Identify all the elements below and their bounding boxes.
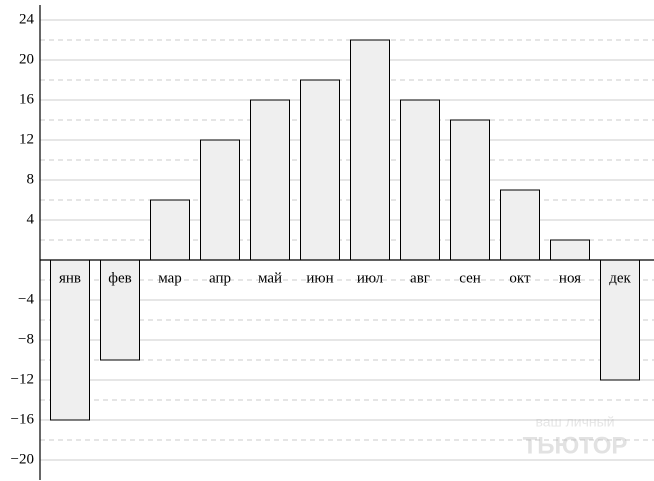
watermark: тьютор: [523, 432, 628, 459]
x-tick-label: апр: [209, 270, 231, 286]
watermark: ваш личный: [535, 414, 614, 430]
bar: [550, 239, 590, 261]
bar: [450, 119, 490, 261]
y-tick-label: −4: [18, 291, 34, 307]
x-tick-label: мар: [158, 270, 182, 286]
x-tick-label: июн: [306, 270, 333, 286]
y-tick-label: −8: [18, 331, 34, 347]
x-tick-label: июл: [357, 270, 384, 286]
bar: [400, 99, 440, 261]
x-tick-label: май: [258, 270, 282, 286]
bar: [100, 259, 140, 361]
y-tick-label: 12: [19, 131, 34, 147]
y-tick-label: 20: [19, 51, 34, 67]
bar: [600, 259, 640, 381]
bar: [500, 189, 540, 261]
y-tick-label: 4: [27, 211, 35, 227]
x-tick-label: ноя: [559, 270, 581, 286]
bar: [300, 79, 340, 261]
y-tick-label: 8: [27, 171, 35, 187]
y-tick-label: −16: [11, 411, 35, 427]
bar: [50, 259, 90, 421]
y-tick-label: −20: [11, 451, 34, 467]
y-tick-label: 16: [19, 91, 35, 107]
x-tick-label: авг: [410, 270, 430, 286]
y-tick-label: 24: [19, 11, 35, 27]
x-tick-label: сен: [459, 270, 481, 286]
y-tick-label: −12: [11, 371, 34, 387]
bar: [200, 139, 240, 261]
bar: [350, 39, 390, 261]
x-tick-label: дек: [609, 270, 631, 286]
x-tick-label: окт: [509, 270, 531, 286]
x-tick-label: янв: [59, 270, 81, 286]
bar: [250, 99, 290, 261]
x-tick-label: фев: [108, 270, 131, 286]
bar: [150, 199, 190, 261]
